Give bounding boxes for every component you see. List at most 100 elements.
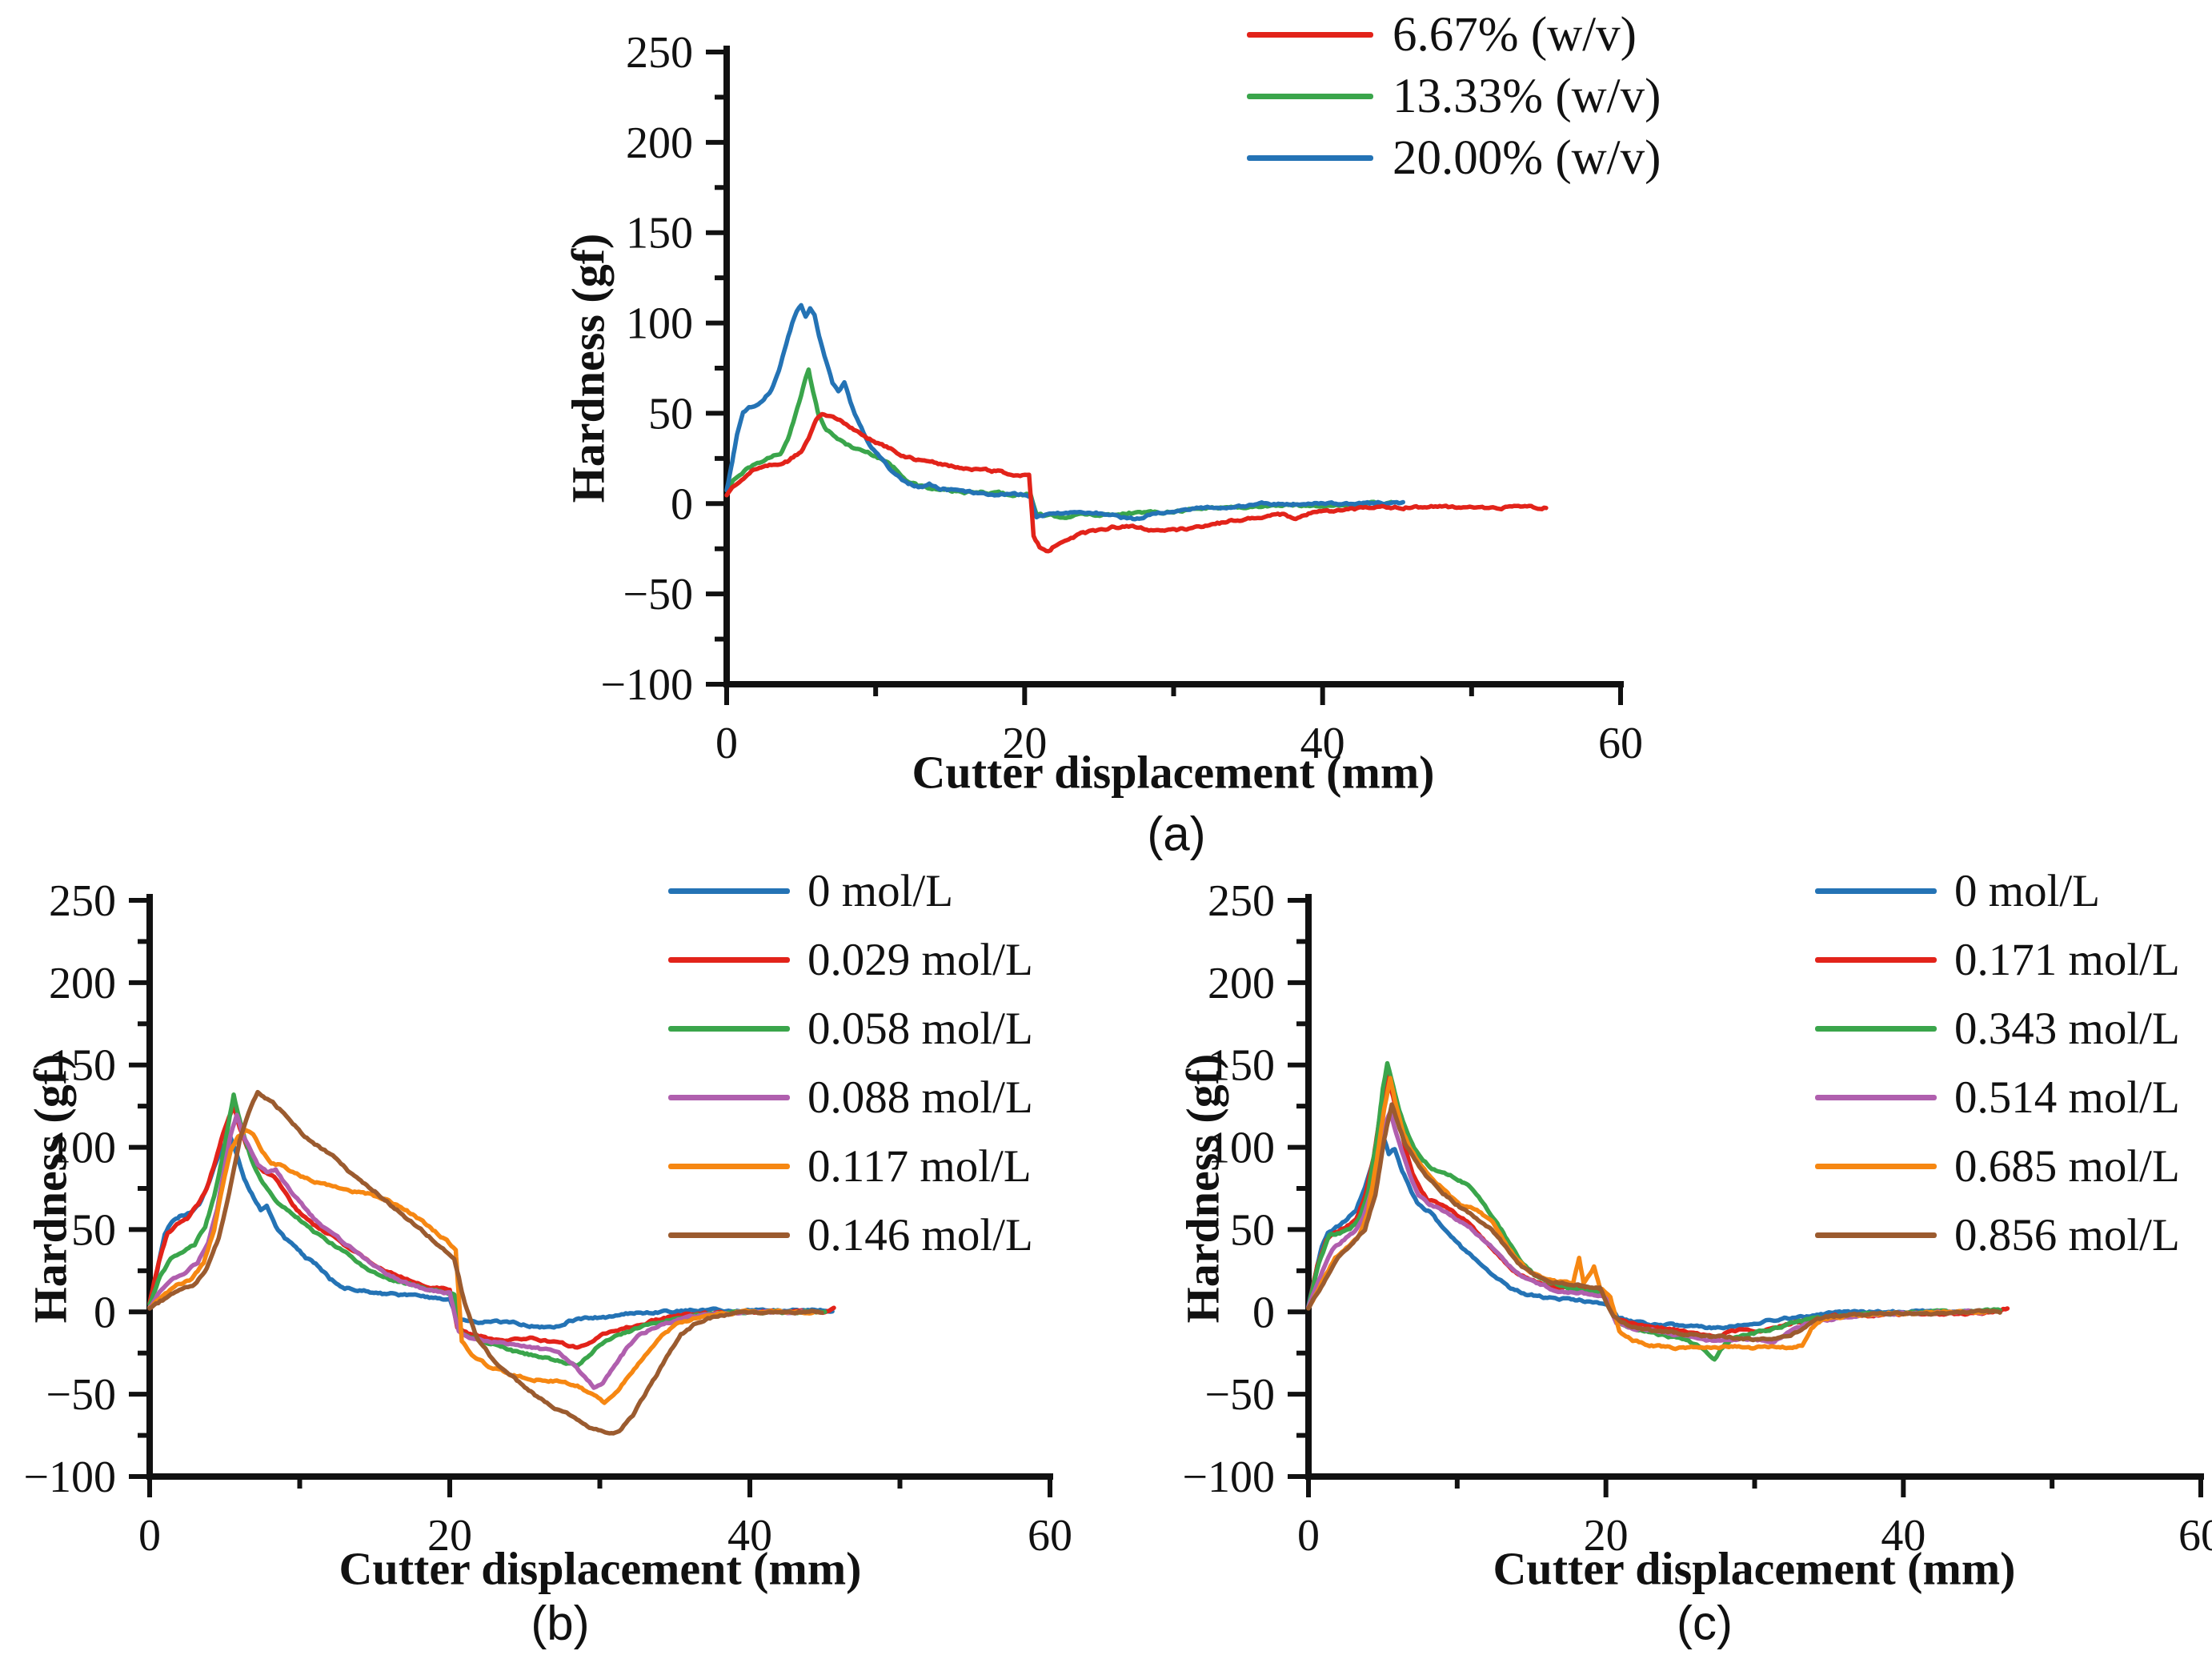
legend-line-swatch (1815, 1025, 1937, 1032)
y-tick-label: 200 (1208, 959, 1275, 1008)
series-line-0.146-mol-L (147, 1089, 824, 1436)
legend-label: 0 mol/L (1954, 865, 2101, 916)
series-line-0.117-mol-L (147, 1128, 820, 1405)
legend-label: 6.67% (w/v) (1393, 7, 1637, 62)
legend-item: 6.67% (w/v) (1247, 4, 1661, 66)
legend-label: 20.00% (w/v) (1393, 130, 1661, 185)
legend-line-swatch (1247, 32, 1373, 38)
y-tick-label: −50 (623, 570, 693, 619)
legend-line-swatch (668, 1094, 790, 1100)
legend-item: 0.146 mol/L (668, 1200, 1033, 1269)
legend-a: 6.67% (w/v) 13.33% (w/v) 20.00% (w/v) (1247, 4, 1661, 189)
legend-label: 0.514 mol/L (1954, 1072, 2180, 1123)
series-line-6.67-w-v- (724, 411, 1549, 554)
y-tick-label: 100 (49, 1124, 116, 1173)
legend-b: 0 mol/L 0.029 mol/L 0.058 mol/L 0.088 mol/L… (668, 856, 1033, 1269)
chart-canvas-a: 250 200 150 100 50 0 −50 −100 0 20 40 60 (600, 28, 1643, 768)
legend-item: 0.685 mol/L (1815, 1132, 2180, 1200)
axes-a: 250 200 150 100 50 0 −50 −100 0 20 40 60 (600, 28, 1643, 768)
y-tick-label: −100 (23, 1453, 116, 1502)
x-tick-label: 40 (1881, 1511, 1925, 1561)
y-axis-label-b: Hardness (gf) (24, 1053, 77, 1324)
y-tick-label: 100 (626, 299, 693, 349)
caption-a: (a) (1147, 807, 1206, 861)
y-tick-label: 250 (49, 876, 116, 926)
legend-item: 0.088 mol/L (668, 1063, 1033, 1132)
x-tick-label: 0 (1297, 1511, 1320, 1561)
legend-item: 0 mol/L (668, 856, 1033, 925)
legend-line-swatch (668, 888, 790, 894)
y-tick-label: 200 (626, 118, 693, 168)
chart-canvas-b: 250 200 150 100 50 0 −50 −100 0 20 40 60 (23, 876, 1072, 1561)
legend-label: 0.685 mol/L (1954, 1140, 2180, 1192)
legend-line-swatch (1815, 956, 1937, 963)
y-tick-label: −50 (46, 1370, 116, 1420)
y-tick-label: 50 (1230, 1205, 1275, 1255)
y-tick-label: −100 (600, 660, 693, 710)
x-tick-label: 40 (1300, 719, 1345, 768)
x-axis-label-c: Cutter displacement (mm) (1493, 1542, 2016, 1595)
x-axis-label-a: Cutter displacement (mm) (912, 746, 1435, 799)
legend-label: 0.088 mol/L (807, 1072, 1033, 1123)
legend-line-swatch (668, 1163, 790, 1169)
y-tick-label: 250 (626, 28, 693, 78)
legend-label: 13.33% (w/v) (1393, 69, 1661, 123)
legend-line-swatch (1815, 1232, 1937, 1238)
legend-line-swatch (668, 1025, 790, 1032)
y-tick-label: −100 (1182, 1453, 1275, 1502)
legend-line-swatch (1815, 888, 1937, 894)
caption-c: (c) (1677, 1596, 1733, 1650)
legend-c: 0 mol/L 0.171 mol/L 0.343 mol/L 0.514 mol/L… (1815, 856, 2180, 1269)
series-line-13.33-w-v- (724, 367, 1394, 520)
legend-line-swatch (1815, 1163, 1937, 1169)
x-tick-label: 60 (1028, 1511, 1072, 1561)
legend-item: 0.058 mol/L (668, 994, 1033, 1063)
legend-line-swatch (668, 956, 790, 963)
legend-label: 0.117 mol/L (807, 1140, 1032, 1192)
chart-canvas-c: 250 200 150 100 50 0 −50 −100 0 20 40 60 (1182, 876, 2212, 1561)
legend-label: 0.856 mol/L (1954, 1209, 2180, 1260)
legend-item: 0.117 mol/L (668, 1132, 1033, 1200)
legend-label: 0.171 mol/L (1954, 934, 2180, 985)
axes-b: 250 200 150 100 50 0 −50 −100 0 20 40 60 (23, 876, 1072, 1561)
y-tick-label: −50 (1204, 1370, 1275, 1420)
x-axis-label-b: Cutter displacement (mm) (339, 1542, 862, 1595)
y-tick-label: 50 (71, 1205, 116, 1255)
y-tick-label: 150 (626, 209, 693, 258)
legend-line-swatch (668, 1232, 790, 1238)
legend-item: 0.029 mol/L (668, 925, 1033, 994)
legend-label: 0.029 mol/L (807, 934, 1033, 985)
y-tick-label: 50 (648, 389, 693, 439)
legend-label: 0.146 mol/L (807, 1209, 1033, 1260)
legend-item: 13.33% (w/v) (1247, 66, 1661, 127)
legend-item: 0.856 mol/L (1815, 1200, 2180, 1269)
legend-label: 0 mol/L (807, 865, 954, 916)
legend-label: 0.058 mol/L (807, 1003, 1033, 1054)
y-tick-label: 250 (1208, 876, 1275, 926)
x-tick-label: 20 (1002, 719, 1047, 768)
y-tick-label: 0 (671, 479, 693, 529)
y-axis-label-c: Hardness (gf) (1176, 1053, 1229, 1324)
y-tick-label: 0 (94, 1288, 116, 1337)
axes-c: 250 200 150 100 50 0 −50 −100 0 20 40 60 (1182, 876, 2212, 1561)
legend-item: 0.514 mol/L (1815, 1063, 2180, 1132)
y-tick-label: 0 (1252, 1288, 1275, 1337)
y-tick-label: 150 (1208, 1041, 1275, 1091)
y-tick-label: 100 (1208, 1124, 1275, 1173)
x-tick-label: 0 (138, 1511, 161, 1561)
y-tick-label: 150 (49, 1041, 116, 1091)
x-tick-label: 20 (1584, 1511, 1629, 1561)
series-line-0.856-mol-L (1306, 1102, 2002, 1343)
caption-b: (b) (531, 1596, 590, 1650)
legend-line-swatch (1815, 1094, 1937, 1100)
y-tick-label: 200 (49, 959, 116, 1008)
legend-item: 0 mol/L (1815, 856, 2180, 925)
legend-item: 0.171 mol/L (1815, 925, 2180, 994)
series-line-0-mol-L (147, 1135, 835, 1330)
legend-label: 0.343 mol/L (1954, 1003, 2180, 1054)
x-tick-label: 60 (1598, 719, 1643, 768)
legend-line-swatch (1247, 94, 1373, 99)
x-tick-label: 60 (2178, 1511, 2212, 1561)
x-tick-label: 0 (715, 719, 738, 768)
